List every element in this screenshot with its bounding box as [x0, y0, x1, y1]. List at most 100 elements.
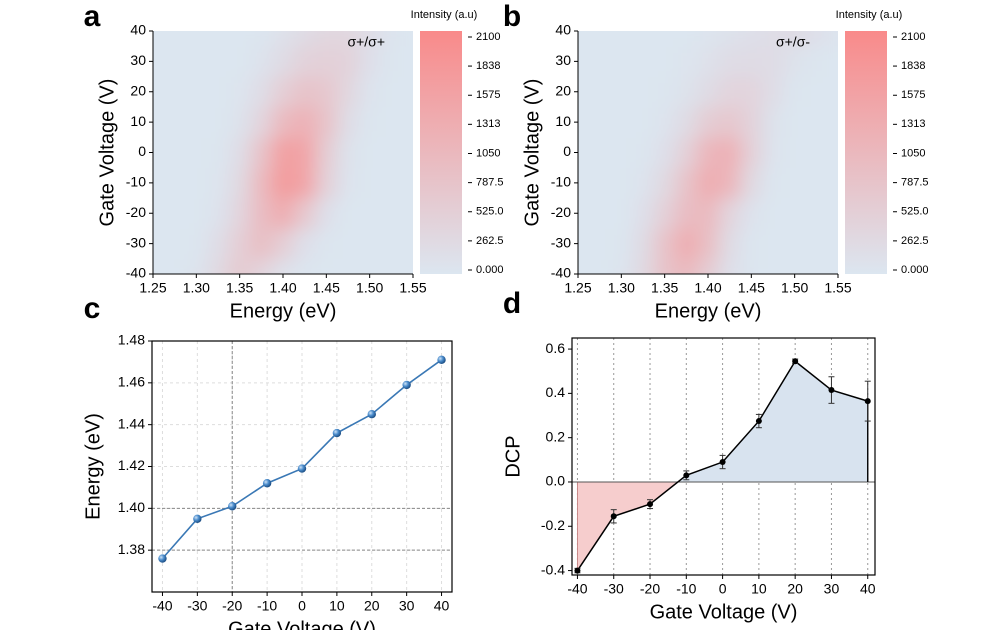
x-tick-label: -30 [187, 598, 207, 614]
y-tick-label: -0.2 [541, 517, 565, 533]
marker [574, 567, 581, 574]
heatmap-cell [740, 167, 763, 199]
marker [228, 502, 237, 511]
y-tick-label: -10 [126, 174, 146, 190]
heatmap-cell [402, 106, 413, 138]
heatmap-cell [805, 198, 828, 229]
heatmap-cell [337, 106, 360, 138]
heatmap-cell [293, 198, 316, 229]
heatmap-cell [358, 198, 381, 229]
heatmap-cell [805, 258, 828, 274]
heatmap-cell [207, 198, 230, 229]
y-tick-label: 40 [555, 22, 571, 38]
x-tick-label: 1.50 [781, 280, 808, 296]
y-tick-label: 1.42 [118, 457, 145, 473]
heatmap-cell [228, 228, 251, 260]
x-tick-label: 1.40 [269, 280, 296, 296]
heatmap-cell [315, 106, 338, 138]
heatmap-cell [805, 137, 828, 169]
heatmap [578, 31, 838, 274]
y-tick-label: 40 [130, 22, 146, 38]
x-tick-label: 1.45 [738, 280, 765, 296]
x-axis-title: Energy (eV) [230, 300, 337, 322]
marker [683, 472, 690, 479]
heatmap-cell [718, 228, 741, 260]
heatmap-cell [293, 46, 316, 78]
heatmap-cell [153, 76, 165, 108]
colorbar-tick-label: 0.000 [476, 264, 504, 276]
heatmap-cell [653, 46, 676, 78]
heatmap-cell [632, 228, 655, 260]
heatmap-cell [697, 137, 720, 169]
heatmap-cell [697, 76, 720, 108]
y-tick-label: -20 [126, 204, 146, 220]
heatmap-cell [250, 46, 273, 78]
heatmap-cell [272, 46, 295, 78]
y-tick-label: 0 [138, 143, 146, 159]
marker [158, 554, 167, 563]
x-tick-label: 30 [399, 598, 415, 614]
heatmap-cell [380, 76, 403, 108]
heatmap-cell [250, 258, 273, 274]
y-tick-label: -40 [126, 265, 146, 281]
x-tick-label: 1.30 [183, 280, 210, 296]
heatmap-cell [610, 106, 633, 138]
heatmap-cell [783, 198, 806, 229]
heatmap-cell [402, 137, 413, 169]
y-tick-label: -20 [551, 204, 571, 220]
heatmap-cell [185, 228, 208, 260]
heatmap-cell [315, 167, 338, 199]
heatmap-cell [358, 228, 381, 260]
y-tick-label: 0.2 [546, 428, 566, 444]
x-axis-title: Gate Voltage (V) [228, 618, 376, 630]
heatmap-cell [380, 198, 403, 229]
y-tick-label: 1.46 [118, 374, 145, 390]
heatmap-cell [827, 167, 838, 199]
heatmap-cell [272, 31, 295, 47]
frame [571, 337, 876, 576]
heatmap-cell [163, 46, 186, 78]
heatmap-cell [588, 228, 611, 260]
heatmap-cell [153, 198, 165, 229]
heatmap-cell [632, 76, 655, 108]
y-tick-label: 20 [555, 82, 571, 98]
heatmap-cell [653, 137, 676, 169]
y-tick-label: 1.48 [118, 332, 145, 348]
heatmap-cell [588, 167, 611, 199]
x-tick-label: -40 [567, 581, 587, 597]
marker [262, 479, 272, 488]
heatmap-cell [783, 106, 806, 138]
y-tick-label: 0.4 [546, 384, 566, 400]
heatmap-cell [697, 198, 720, 229]
heatmap-cell [675, 228, 698, 260]
x-tick-label: 40 [860, 581, 876, 597]
colorbar [420, 31, 462, 274]
y-tick-label: 1.40 [118, 499, 145, 515]
y-tick-label: 0.6 [546, 340, 566, 356]
panel-label: c [84, 292, 101, 325]
heatmap-cell [718, 167, 741, 199]
heatmap-cell [610, 137, 633, 169]
heatmap-cell [163, 258, 186, 274]
heatmap-cell [153, 106, 165, 138]
colorbar-tick-label: 2100 [476, 31, 500, 43]
x-tick-label: 0 [298, 598, 306, 614]
heatmap-cell [380, 137, 403, 169]
heatmap-cell [380, 167, 403, 199]
x-tick-label: 1.35 [226, 280, 253, 296]
heatmap-cell [185, 46, 208, 78]
y-tick-label: 0.0 [546, 473, 566, 489]
marker [610, 513, 617, 520]
heatmap-cell [358, 167, 381, 199]
colorbar-tick-label: 262.5 [901, 235, 929, 247]
heatmap-cell [250, 228, 273, 260]
colorbar-tick-label: 1050 [901, 147, 925, 159]
marker [193, 514, 202, 523]
heatmap-cell [718, 31, 741, 47]
marker [437, 355, 446, 365]
heatmap-cell [185, 167, 208, 199]
x-tick-label: -20 [222, 598, 242, 614]
heatmap-cell [805, 46, 828, 78]
y-tick-label: 1.44 [118, 415, 145, 431]
heatmap-cell [783, 76, 806, 108]
